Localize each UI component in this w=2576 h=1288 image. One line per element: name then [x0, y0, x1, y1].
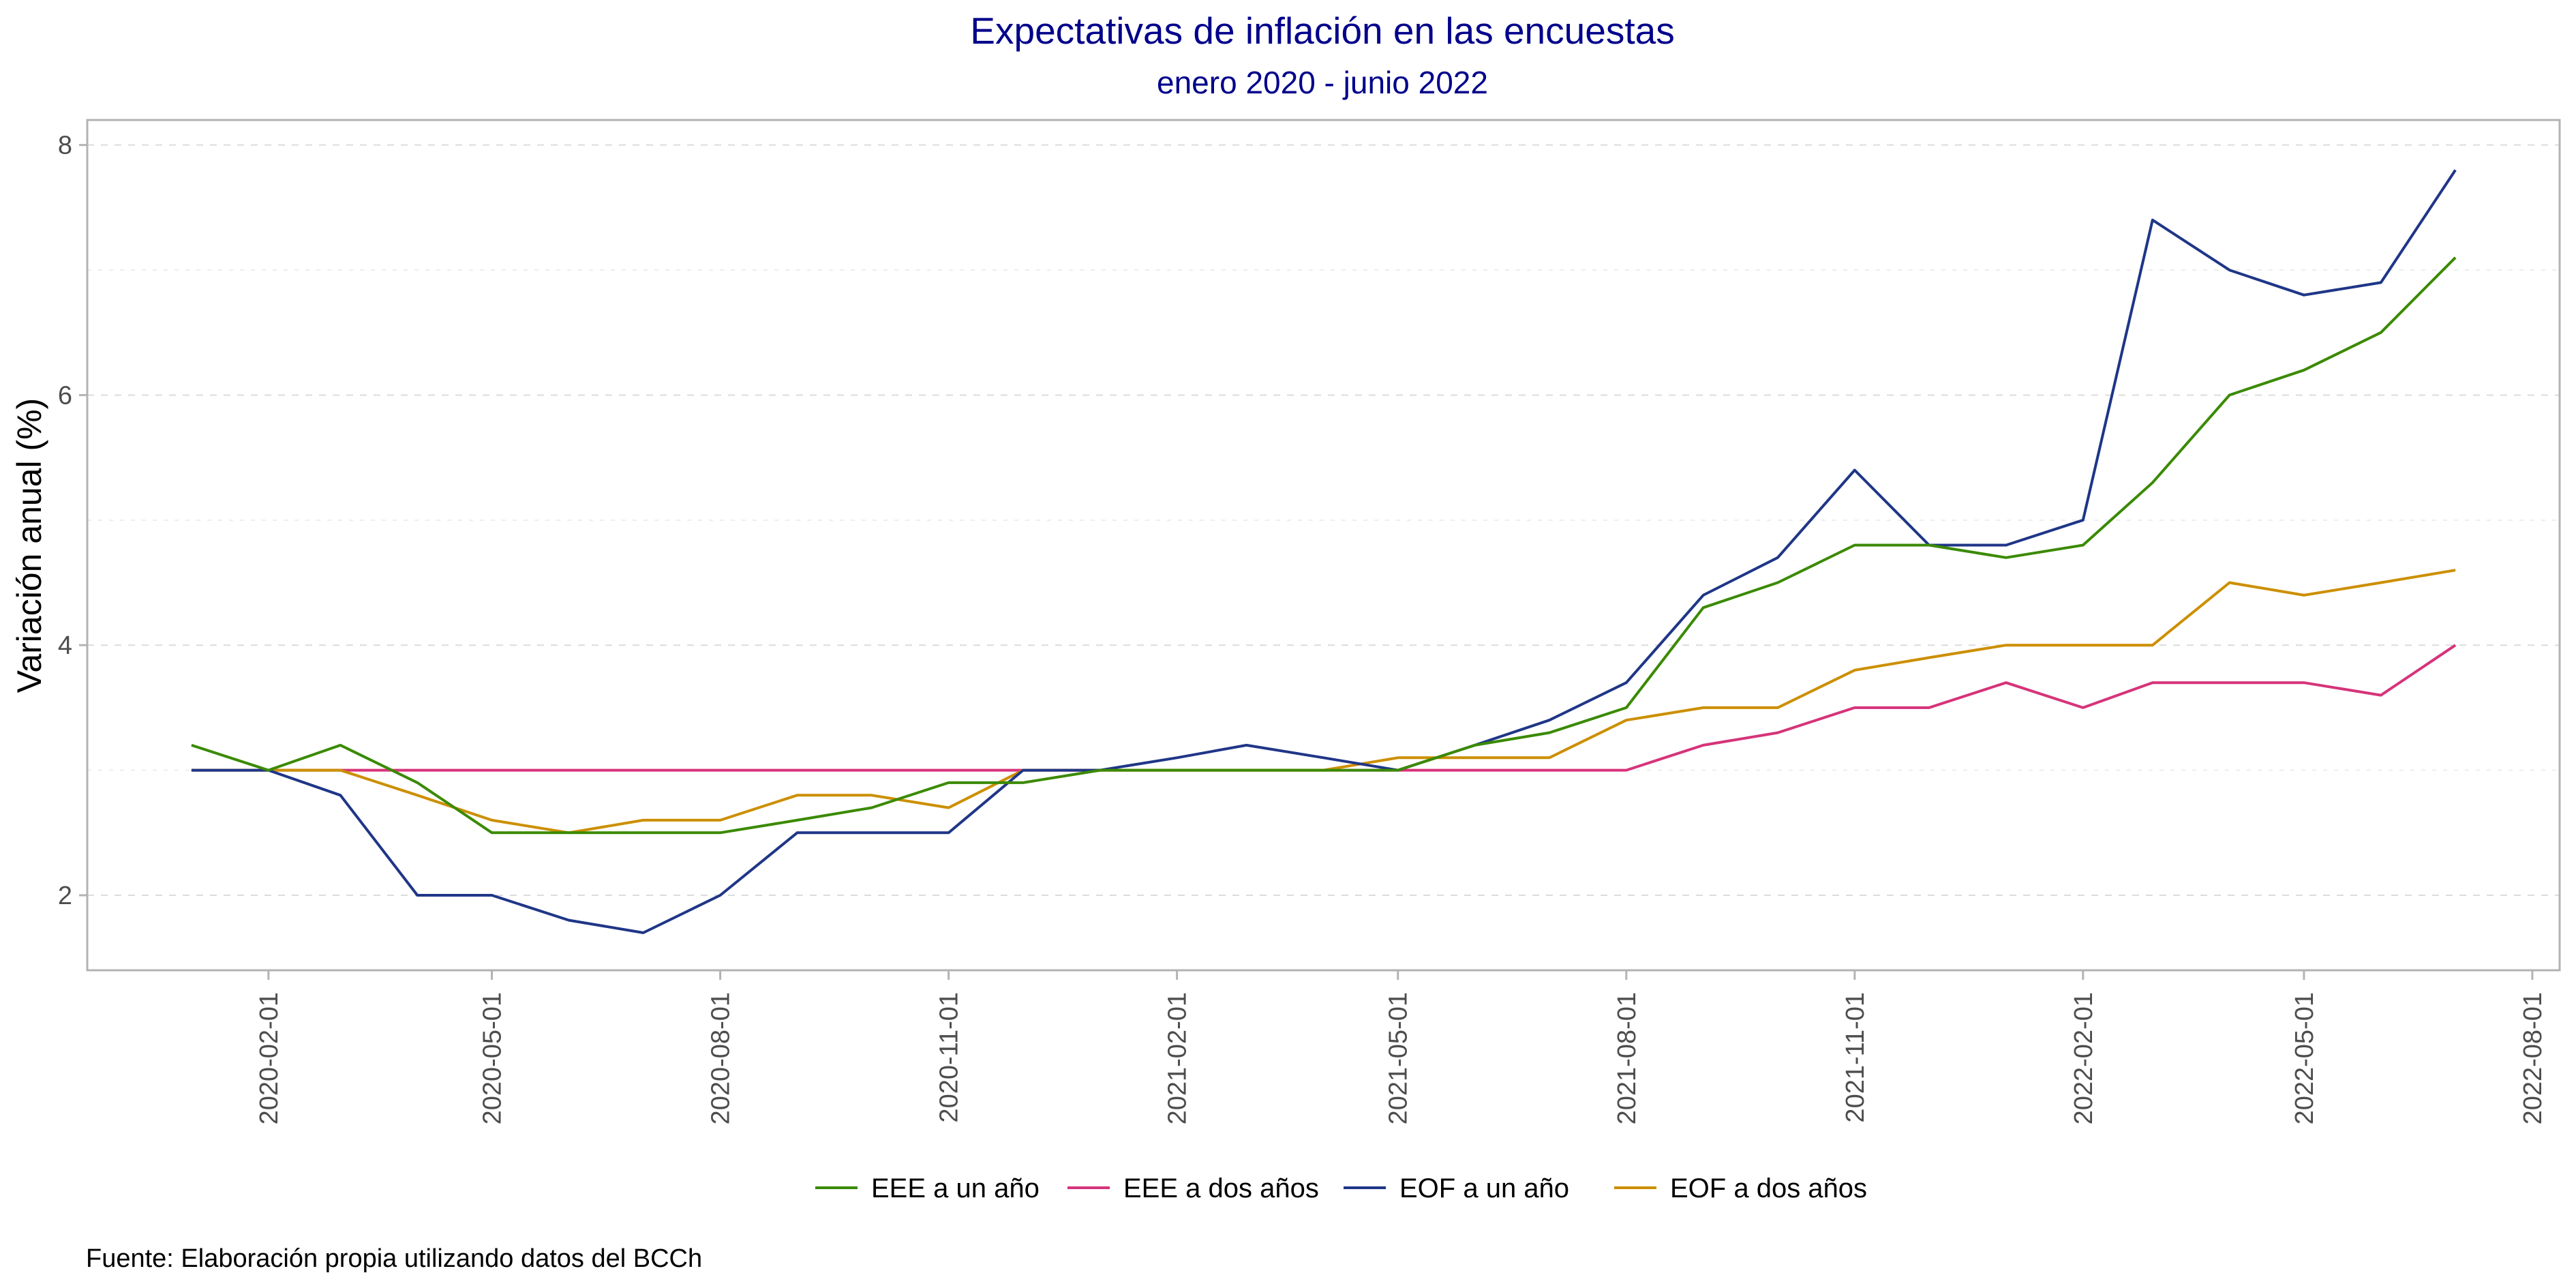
series-line-4 [191, 569, 2456, 835]
plot-panel-border [86, 119, 2561, 972]
series-line-1 [191, 256, 2457, 835]
x-tick-label: 2020-11-01 [935, 992, 964, 1123]
x-tick-label: 2022-08-01 [2519, 992, 2547, 1124]
y-tick-label: 8 [58, 132, 72, 160]
x-axis: 2020-02-01 2020-05-01 2020-08-01 2020-11-01… [255, 970, 2547, 1124]
y-tick-label: 6 [58, 381, 72, 410]
legend-label: EOF a un año [1399, 1173, 1569, 1203]
x-tick-label: 2022-05-01 [2290, 992, 2319, 1124]
series-line-3 [191, 169, 2457, 934]
chart-title: Expectativas de inflación en las encuest… [970, 10, 1674, 52]
chart-subtitle: enero 2020 - junio 2022 [1157, 65, 1488, 100]
x-tick-label: 2020-02-01 [255, 992, 284, 1124]
x-tick-label: 2021-02-01 [1164, 992, 1192, 1124]
series-line-2 [191, 644, 2457, 772]
x-tick-label: 2021-08-01 [1613, 992, 1641, 1124]
y-axis: 2 4 6 8 [58, 132, 87, 910]
x-tick-label: 2020-05-01 [479, 992, 507, 1124]
x-tick-label: 2020-08-01 [707, 992, 736, 1124]
series-lines [191, 169, 2457, 934]
legend-label: EOF a dos años [1670, 1173, 1867, 1203]
legend-label: EEE a dos años [1123, 1173, 1319, 1203]
gridlines [87, 144, 2560, 896]
legend-label: EEE a un año [871, 1173, 1040, 1203]
legend: EEE a un año EEE a dos años EOF a un año EO… [815, 1173, 1867, 1203]
y-tick-label: 4 [58, 631, 72, 660]
caption: Fuente: Elaboración propia utilizando da… [86, 1244, 702, 1273]
x-tick-label: 2022-02-01 [2070, 992, 2098, 1124]
x-tick-label: 2021-11-01 [1841, 992, 1870, 1123]
y-axis-label: Variación anual (%) [10, 398, 48, 693]
y-tick-label: 2 [58, 882, 72, 910]
x-tick-label: 2021-05-01 [1384, 992, 1413, 1124]
